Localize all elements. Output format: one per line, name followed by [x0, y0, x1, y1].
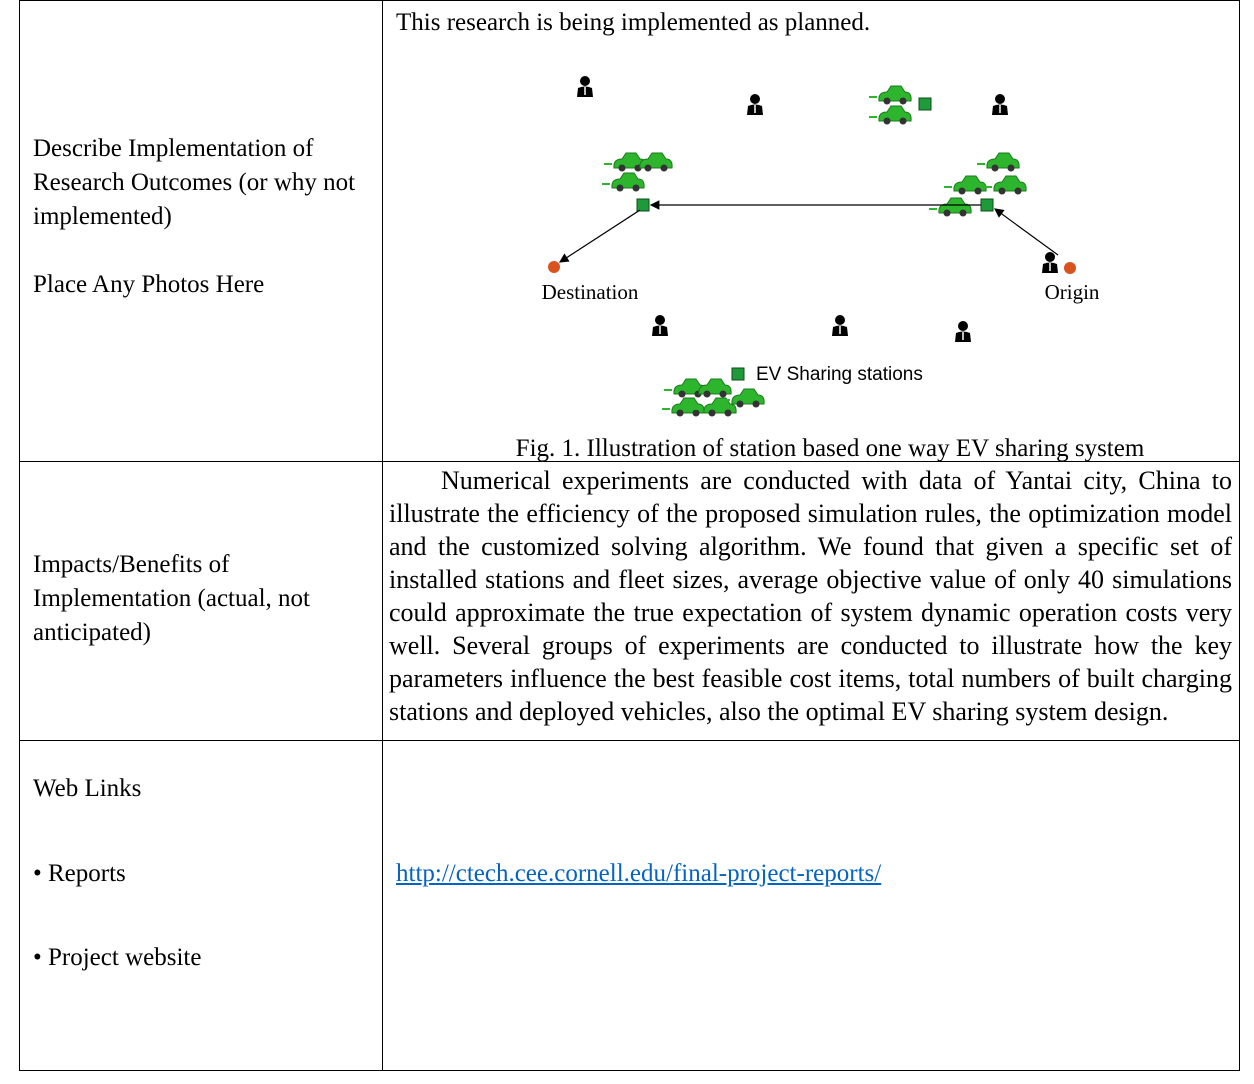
border: [382, 0, 383, 1071]
destination-point: [548, 261, 560, 273]
content-text: Numerical experiments are conducted with…: [389, 466, 1232, 726]
figure: Destination Origin EV Sharing stations F…: [516, 75, 1145, 461]
caption: Fig. 1. Illustration of station based on…: [516, 435, 1145, 461]
border: [19, 740, 1240, 741]
arrows: [558, 200, 1059, 263]
border: [19, 0, 1240, 1]
label-cell: Impacts/Benefits of Implementation (actu…: [33, 548, 333, 650]
destination-label: Destination: [542, 280, 639, 304]
link[interactable]: http://ctech.cee.cornell.edu/final-proje…: [396, 860, 882, 887]
stations: [636, 97, 994, 381]
label: Web Links: [33, 775, 142, 802]
border: [1239, 0, 1240, 1071]
label-cell: Describe Implementation of Research Outc…: [33, 132, 363, 302]
stations-label: EV Sharing stations: [756, 364, 923, 385]
origin-point: [1064, 262, 1076, 274]
border: [19, 0, 20, 1071]
label: Place Any Photos Here: [33, 271, 265, 298]
label: • Project website: [33, 944, 202, 971]
label: Impacts/Benefits of Implementation (actu…: [33, 551, 310, 646]
content-text: This research is being implemented as pl…: [396, 9, 871, 36]
border: [19, 1070, 1240, 1071]
label: Describe Implementation of Research Outc…: [33, 135, 356, 230]
label: • Reports: [33, 860, 126, 887]
label-cell: Web Links • Reports • Project website: [33, 772, 363, 975]
border: [19, 461, 1240, 462]
origin-label: Origin: [1045, 280, 1100, 304]
